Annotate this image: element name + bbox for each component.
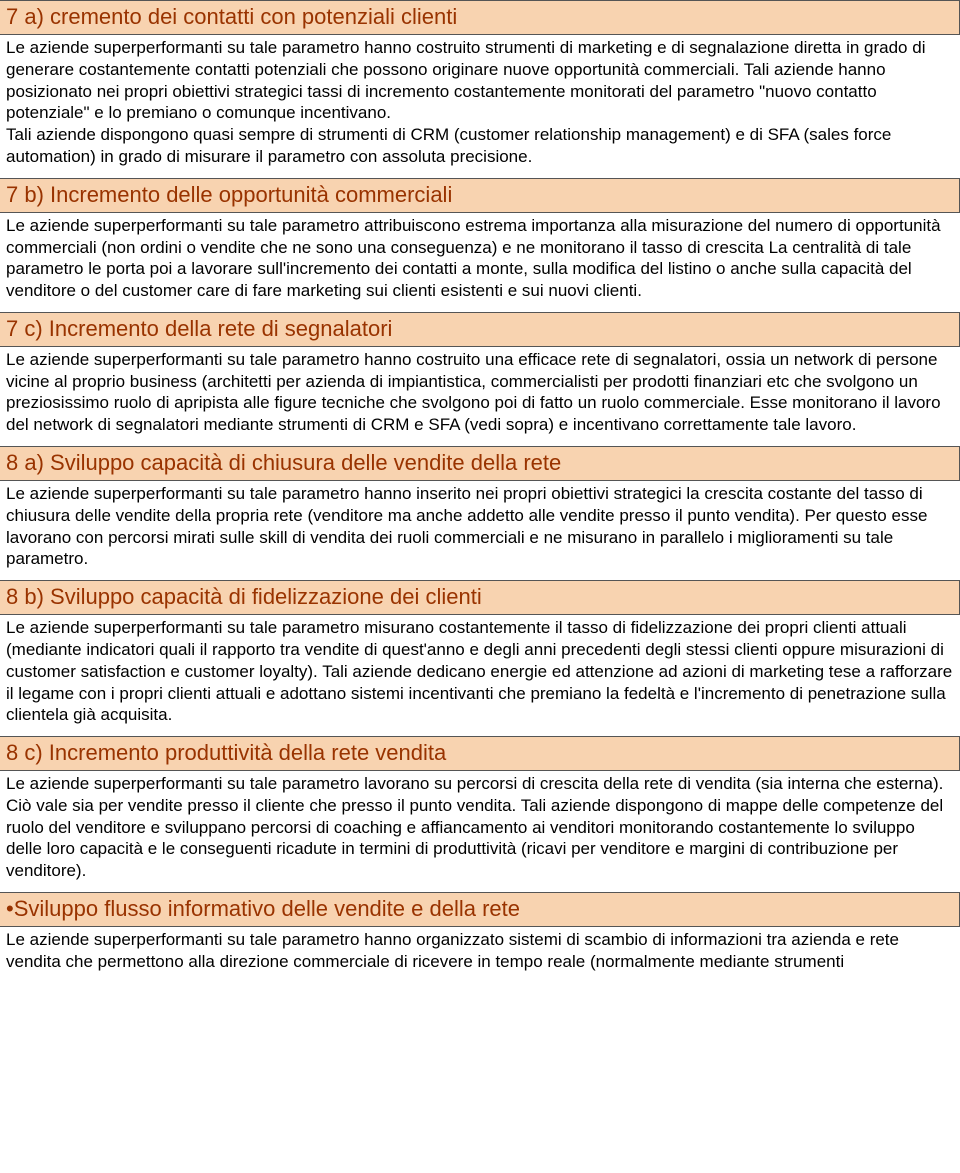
document-root: 7 a) cremento dei contatti con potenzial… [0,0,960,977]
section-heading: 7 b) Incremento delle opportunità commer… [0,178,960,213]
section-heading: 7 c) Incremento della rete di segnalator… [0,312,960,347]
section-heading: 8 b) Sviluppo capacità di fidelizzazione… [0,580,960,615]
section: 8 c) Incremento produttività della rete … [0,736,960,886]
section: 7 c) Incremento della rete di segnalator… [0,312,960,440]
section-body: Le aziende superperformanti su tale para… [0,35,960,172]
section-body: Le aziende superperformanti su tale para… [0,615,960,730]
paragraph: Le aziende superperformanti su tale para… [6,617,954,726]
section-heading: 7 a) cremento dei contatti con potenzial… [0,0,960,35]
section-heading: 8 a) Sviluppo capacità di chiusura delle… [0,446,960,481]
section-body: Le aziende superperformanti su tale para… [0,927,960,977]
paragraph: Le aziende superperformanti su tale para… [6,929,954,973]
paragraph: Le aziende superperformanti su tale para… [6,215,954,302]
section-body: Le aziende superperformanti su tale para… [0,213,960,306]
section: •Sviluppo flusso informativo delle vendi… [0,892,960,977]
paragraph: Le aziende superperformanti su tale para… [6,483,954,570]
section-body: Le aziende superperformanti su tale para… [0,481,960,574]
paragraph: Le aziende superperformanti su tale para… [6,773,954,882]
paragraph: Le aziende superperformanti su tale para… [6,37,954,124]
section: 8 a) Sviluppo capacità di chiusura delle… [0,446,960,574]
section: 7 b) Incremento delle opportunità commer… [0,178,960,306]
paragraph: Le aziende superperformanti su tale para… [6,349,954,436]
section-body: Le aziende superperformanti su tale para… [0,347,960,440]
section: 8 b) Sviluppo capacità di fidelizzazione… [0,580,960,730]
paragraph: Tali aziende dispongono quasi sempre di … [6,124,954,168]
section-heading: 8 c) Incremento produttività della rete … [0,736,960,771]
section-heading: •Sviluppo flusso informativo delle vendi… [0,892,960,927]
section-body: Le aziende superperformanti su tale para… [0,771,960,886]
section: 7 a) cremento dei contatti con potenzial… [0,0,960,172]
